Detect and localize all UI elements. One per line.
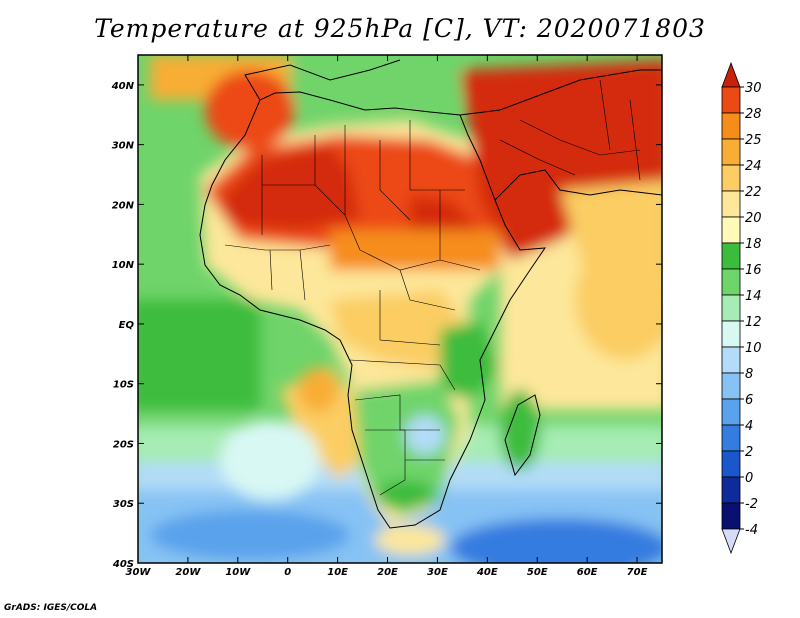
colorbar-level-label: 10 [745, 341, 762, 356]
lon-tick-label: 0 [284, 567, 291, 578]
plot-frame [137, 54, 663, 564]
lon-tick-label: 40E [476, 567, 498, 578]
colorbar-swatch [721, 112, 741, 140]
lon-tick-label: 60E [577, 567, 598, 578]
colorbar-level-label: 14 [745, 289, 762, 304]
colorbar-swatch [721, 450, 741, 478]
lon-tick-label: 70E [627, 567, 648, 578]
colorbar-level-label: 25 [745, 133, 762, 148]
credit-label: GrADS: IGES/COLA [4, 603, 98, 613]
lon-tick-label: 50E [527, 567, 548, 578]
lat-tick-label: 20S [113, 439, 134, 450]
lon-tick-label: 20W [175, 567, 201, 578]
colorbar-swatch [721, 424, 741, 452]
lon-tick-label: 20E [377, 567, 398, 578]
colorbar-level-label: 12 [745, 315, 762, 330]
colorbar-swatch [721, 216, 741, 244]
map-title: Temperature at 925hPa [C], VT: 202007180… [94, 14, 706, 43]
lat-tick-label: 30N [112, 141, 135, 152]
colorbar-level-label: -2 [745, 497, 758, 512]
colorbar-swatch [721, 164, 741, 192]
colorbar-swatch [721, 398, 741, 426]
lat-tick-label: 10S [113, 380, 134, 391]
colorbar-swatch [721, 86, 741, 114]
colorbar-swatch [721, 242, 741, 270]
colorbar-level-label: 22 [745, 185, 762, 200]
colorbar-swatch [721, 346, 741, 374]
colorbar-level-label: 28 [745, 107, 762, 122]
colorbar-level-label: 0 [745, 471, 753, 486]
colorbar-level-label: 24 [745, 159, 762, 174]
colorbar-swatch [721, 476, 741, 504]
colorbar-swatch [721, 294, 741, 322]
colorbar-swatch [721, 268, 741, 296]
lat-tick-label: 40S [112, 559, 134, 570]
lat-tick-label: 10N [112, 260, 135, 271]
colorbar-swatch [721, 190, 741, 218]
coastlines [199, 59, 662, 529]
longitude-axis: 30W 20W 10W 0 10E 20E 30E 40E 50E 60E 70E [126, 55, 648, 578]
colorbar-level-label: -4 [745, 523, 758, 538]
lat-tick-label: EQ [119, 320, 135, 331]
colorbar-under-triangle [721, 528, 741, 555]
colorbar-swatch [721, 320, 741, 348]
lon-tick-label: 10W [225, 567, 251, 578]
colorbar-level-label: 20 [745, 211, 762, 226]
lat-tick-label: 30S [113, 499, 134, 510]
lon-tick-label: 30E [427, 567, 448, 578]
lat-tick-label: 40N [111, 81, 135, 92]
latitude-axis: 40N 30N 20N 10N EQ 10S 20S 30S 40S [111, 81, 662, 570]
country-borders [224, 79, 641, 496]
lat-tick-label: 20N [112, 200, 135, 211]
colorbar-level-label: 8 [745, 367, 753, 382]
colorbar-level-label: 6 [745, 393, 753, 408]
colorbar-level-label: 30 [745, 81, 762, 96]
colorbar-over-triangle [721, 61, 741, 88]
colorbar-swatch [721, 502, 741, 530]
colorbar-swatch [721, 138, 741, 166]
lon-tick-label: 30W [126, 567, 152, 578]
colorbar-level-label: 18 [745, 237, 762, 252]
colorbar-level-label: 2 [745, 445, 753, 460]
colorbar-swatch [721, 372, 741, 400]
lon-tick-label: 10E [327, 567, 348, 578]
colorbar-level-label: 16 [745, 263, 762, 278]
temperature-field [138, 55, 662, 563]
colorbar-level-label: 4 [745, 419, 753, 434]
